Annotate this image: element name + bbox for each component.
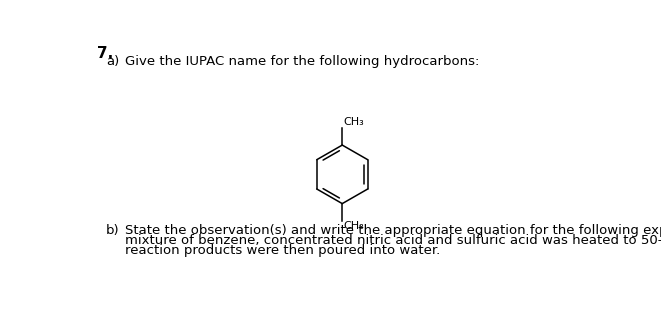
Text: CH₃: CH₃ xyxy=(343,117,364,127)
Text: 7.: 7. xyxy=(97,46,113,61)
Text: CH₃: CH₃ xyxy=(343,221,364,231)
Text: b): b) xyxy=(106,224,120,237)
Text: mixture of benzene, concentrated nitric acid and sulfuric acid was heated to 50-: mixture of benzene, concentrated nitric … xyxy=(125,234,661,248)
Text: State the observation(s) and write the appropriate equation for the following ex: State the observation(s) and write the a… xyxy=(125,224,661,237)
Text: a): a) xyxy=(106,55,119,68)
Text: Give the IUPAC name for the following hydrocarbons:: Give the IUPAC name for the following hy… xyxy=(125,55,480,68)
Text: reaction products were then poured into water.: reaction products were then poured into … xyxy=(125,245,440,257)
